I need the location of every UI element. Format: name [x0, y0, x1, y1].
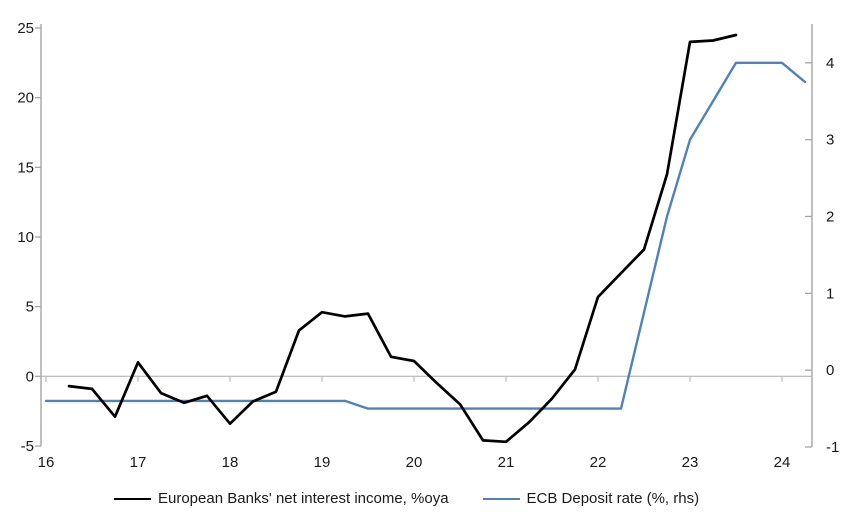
left-axis-tick-label: -5 [21, 438, 34, 455]
right-axis-tick-label: 3 [826, 132, 834, 149]
legend-label-ecb-deposit-rate: ECB Deposit rate (%, rhs) [526, 490, 700, 507]
series-line-ecb-deposit-rate [44, 61, 807, 410]
x-axis-tick-label: 17 [130, 454, 147, 471]
right-axis-tick-label: 4 [826, 55, 834, 72]
legend-label-net-interest-income: European Banks' net interest income, %oy… [158, 490, 449, 507]
right-axis-tick-label: 0 [826, 362, 834, 379]
right-axis-tick-label: -1 [826, 439, 839, 456]
left-axis-tick-label: 15 [17, 159, 34, 176]
x-axis-tick-label: 20 [406, 454, 423, 471]
legend-line-sample-black [114, 497, 151, 500]
left-axis-tick-label: 0 [26, 368, 34, 385]
left-axis-tick-label: 20 [17, 90, 34, 107]
x-axis-tick-label: 19 [314, 454, 331, 471]
x-axis-tick-label: 24 [774, 454, 791, 471]
x-axis-tick-label: 18 [222, 454, 239, 471]
x-axis-tick-label: 22 [590, 454, 607, 471]
series-line-net-interest-income [67, 33, 738, 444]
right-axis-tick-label: 2 [826, 208, 834, 225]
x-axis-tick-label: 23 [682, 454, 699, 471]
chart-legend: European Banks' net interest income, %oy… [114, 490, 699, 507]
x-axis-tick-label: 16 [38, 454, 55, 471]
legend-item-ecb-deposit-rate: ECB Deposit rate (%, rhs) [482, 490, 700, 507]
right-axis-tick-label: 1 [826, 285, 834, 302]
left-axis-tick-label: 10 [17, 229, 34, 246]
legend-line-sample-blue [482, 497, 520, 500]
left-axis-tick-label: 5 [26, 299, 34, 316]
left-axis-tick-label: 25 [17, 20, 34, 37]
legend-item-net-interest-income: European Banks' net interest income, %oy… [114, 490, 449, 507]
x-axis-tick-label: 21 [498, 454, 515, 471]
